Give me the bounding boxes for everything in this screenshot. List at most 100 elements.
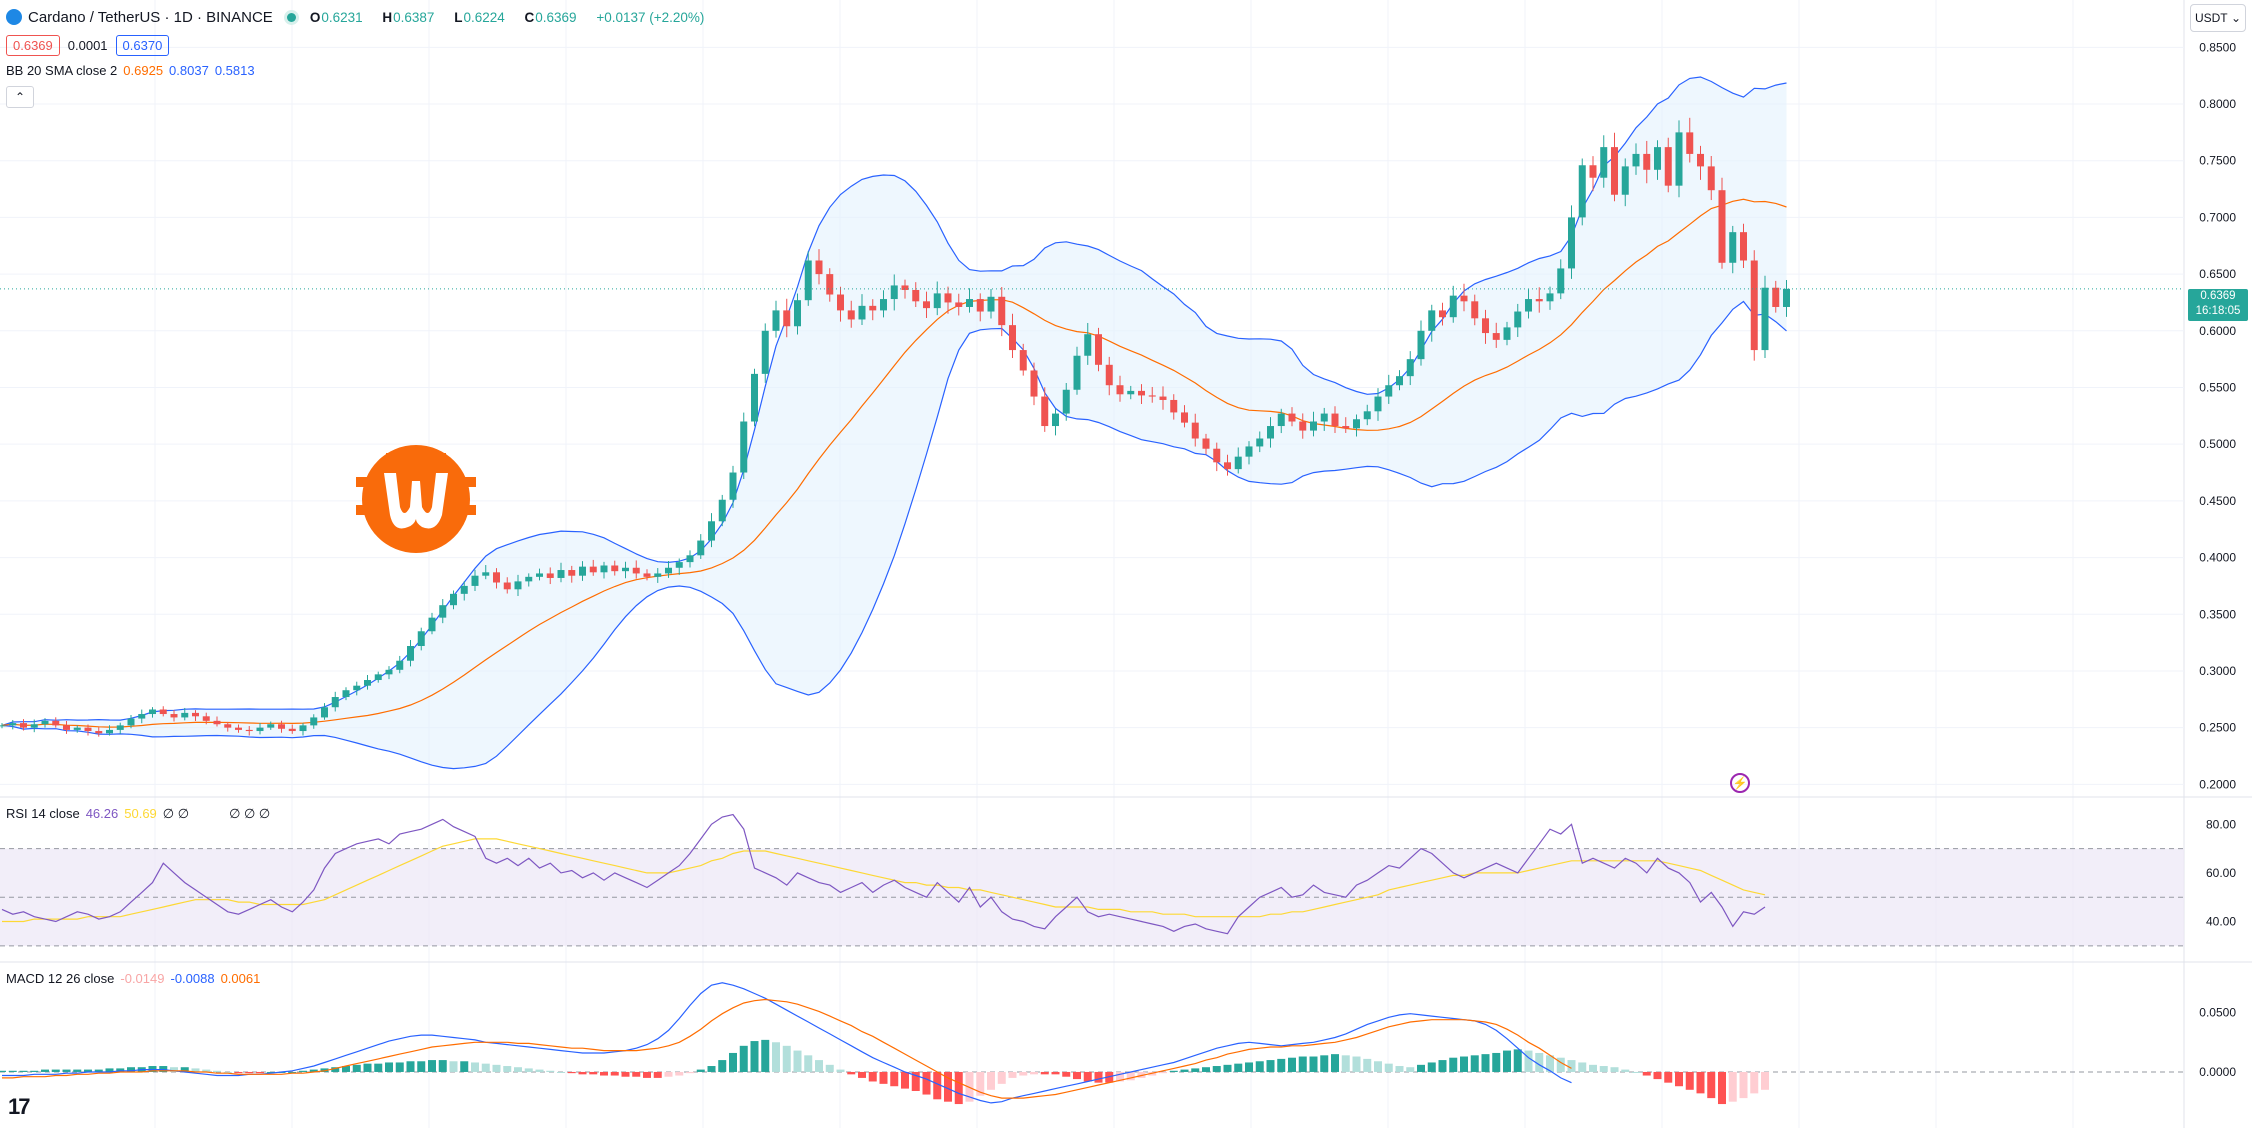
macd-hist-bar bbox=[1739, 1071, 1748, 1099]
candle-body bbox=[235, 727, 242, 730]
macd-hist-bar bbox=[223, 1071, 232, 1073]
candle-body bbox=[1600, 147, 1608, 178]
macd-hist-bar bbox=[1030, 1071, 1038, 1075]
macd-signal-value: 0.0061 bbox=[220, 971, 261, 986]
macd-hist-bar bbox=[363, 1063, 372, 1072]
candle-body bbox=[1546, 293, 1554, 302]
candle-body bbox=[1718, 190, 1726, 263]
macd-hist-bar bbox=[30, 1070, 39, 1072]
buy-price-button[interactable]: 0.6370 bbox=[115, 34, 170, 56]
candle-body bbox=[1525, 299, 1532, 312]
candle-body bbox=[417, 631, 425, 647]
candle-body bbox=[1406, 359, 1414, 377]
candle-body bbox=[1277, 413, 1285, 427]
candle-body bbox=[611, 565, 619, 572]
open-label: O bbox=[309, 9, 321, 25]
sell-price-button[interactable]: 0.6369 bbox=[6, 34, 60, 56]
rsi-tick-label: 60.00 bbox=[2206, 866, 2236, 880]
macd-hist-bar bbox=[944, 1071, 952, 1102]
candle-body bbox=[1084, 334, 1092, 356]
macd-hist-bar bbox=[1288, 1057, 1296, 1072]
macd-hist-bar bbox=[664, 1071, 673, 1077]
lightning-icon[interactable]: ⚡ bbox=[1730, 773, 1750, 793]
candle-body bbox=[138, 714, 146, 719]
macd-hist-bar bbox=[234, 1071, 243, 1074]
price-tick-label: 0.8000 bbox=[2199, 97, 2236, 111]
macd-hist-bar bbox=[514, 1067, 522, 1072]
symbol-logo-icon bbox=[6, 9, 22, 25]
macd-hist-bar bbox=[84, 1069, 92, 1072]
candle-body bbox=[1471, 301, 1479, 319]
candle-body bbox=[95, 731, 103, 734]
macd-hist-bar bbox=[256, 1071, 264, 1074]
candle-body bbox=[1331, 413, 1339, 427]
candle-body bbox=[654, 573, 662, 577]
macd-hist-bar bbox=[1535, 1052, 1544, 1072]
ohlc-values: O0.6231 H0.6387 L0.6224 C0.6369 +0.0137 … bbox=[310, 10, 713, 25]
macd-hist-bar bbox=[94, 1069, 103, 1072]
candle-body bbox=[127, 718, 135, 726]
macd-hist-bar bbox=[1460, 1056, 1468, 1072]
macd-hist-bar bbox=[600, 1071, 608, 1076]
macd-legend[interactable]: MACD 12 26 close -0.0149 -0.0088 0.0061 bbox=[6, 971, 266, 986]
rsi-value: 46.26 bbox=[85, 806, 119, 821]
macd-hist-bar bbox=[653, 1071, 662, 1078]
price-tick-label: 0.5500 bbox=[2199, 380, 2236, 394]
rsi-legend-name: RSI 14 close bbox=[6, 806, 80, 821]
candle-body bbox=[1783, 288, 1790, 307]
macd-legend-name: MACD 12 26 close bbox=[6, 971, 115, 986]
symbol-title[interactable]: Cardano / TetherUS · 1D · BINANCE bbox=[28, 8, 273, 26]
rsi-legend[interactable]: RSI 14 close 46.26 50.69 ∅ ∅ ∅ ∅ ∅ bbox=[6, 806, 276, 822]
collapse-legend-button[interactable]: ⌃ bbox=[6, 86, 34, 108]
macd-hist-bar bbox=[739, 1045, 748, 1072]
bb-legend[interactable]: BB 20 SMA close 2 0.6925 0.8037 0.5813 bbox=[6, 63, 261, 78]
candle-body bbox=[396, 660, 404, 670]
candle-body bbox=[310, 717, 318, 726]
macd-hist-bar bbox=[1363, 1058, 1372, 1072]
candle-body bbox=[482, 572, 490, 576]
candle-body bbox=[1449, 295, 1457, 318]
bb-basis-value: 0.6925 bbox=[123, 63, 164, 78]
low-value: 0.6224 bbox=[463, 9, 505, 25]
chart-header: Cardano / TetherUS · 1D · BINANCE O0.623… bbox=[0, 0, 712, 34]
candle-body bbox=[686, 555, 694, 563]
low-label: L bbox=[454, 9, 463, 25]
candle-body bbox=[1385, 385, 1393, 397]
candle-body bbox=[1019, 350, 1027, 371]
candle-body bbox=[718, 499, 726, 522]
tradingview-logo-icon[interactable]: 17 bbox=[8, 1094, 31, 1119]
candle-body bbox=[1052, 413, 1059, 427]
macd-hist-bar bbox=[19, 1070, 28, 1072]
macd-hist-bar bbox=[503, 1066, 512, 1072]
macd-hist-bar bbox=[922, 1071, 931, 1095]
candle-body bbox=[353, 685, 361, 691]
candle-body bbox=[1611, 147, 1618, 195]
macd-hist-bar bbox=[578, 1071, 587, 1075]
candle-body bbox=[1740, 232, 1747, 261]
macd-signal-line bbox=[2, 998, 1572, 1099]
currency-select[interactable]: USDT ⌄ bbox=[2190, 4, 2246, 32]
macd-hist-bar bbox=[1406, 1067, 1415, 1072]
macd-hist-bar bbox=[148, 1066, 157, 1072]
macd-hist-bar bbox=[1191, 1068, 1200, 1072]
macd-hist-bar bbox=[804, 1055, 813, 1072]
candle-body bbox=[1374, 396, 1382, 412]
macd-hist-bar bbox=[750, 1041, 759, 1072]
candle-body bbox=[1062, 389, 1070, 414]
candle-body bbox=[966, 299, 973, 307]
macd-hist-bar bbox=[288, 1071, 297, 1073]
candle-body bbox=[708, 521, 715, 541]
macd-hist-bar bbox=[1685, 1071, 1694, 1090]
candle-body bbox=[847, 310, 855, 320]
candle-body bbox=[1514, 311, 1522, 328]
macd-hist-bar bbox=[492, 1064, 501, 1072]
candle-body bbox=[181, 712, 189, 718]
macd-hist-bar bbox=[847, 1071, 856, 1075]
macd-hist-bar bbox=[1449, 1057, 1458, 1072]
candle-body bbox=[1116, 385, 1124, 395]
macd-hist-bar bbox=[73, 1069, 82, 1072]
candle-body bbox=[1439, 310, 1446, 318]
macd-hist-bar bbox=[428, 1060, 436, 1072]
